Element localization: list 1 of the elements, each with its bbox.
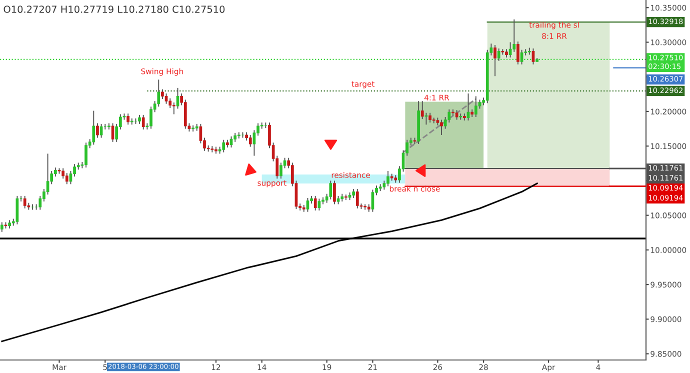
chart-title: O10.27207 H10.27719 L10.27180 C10.27510 bbox=[4, 6, 225, 13]
